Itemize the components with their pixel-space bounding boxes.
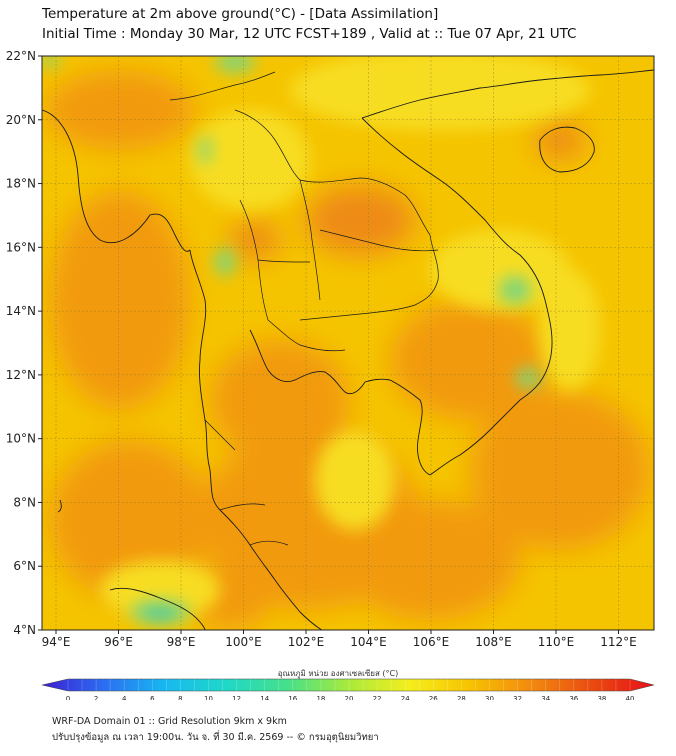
longitude-label: 112°E: [600, 635, 637, 649]
colorbar-tick-label: 10: [204, 695, 213, 700]
longitude-label: 102°E: [288, 635, 325, 649]
coastlines-and-borders: [42, 69, 654, 630]
latitude-label: 12°N: [6, 368, 36, 382]
latitude-label: 10°N: [6, 432, 36, 446]
colorbar-title: อุณหภูมิ หน่วย องศาเซลเซียส (°C): [277, 669, 399, 678]
colorbar-tick-label: 28: [457, 695, 466, 700]
graticule: [42, 56, 654, 630]
latitude-label: 8°N: [13, 495, 36, 509]
colorbar-tick-label: 24: [401, 695, 410, 700]
colorbar-tick-label: 34: [541, 695, 550, 700]
colorbar-tick-label: 18: [316, 695, 325, 700]
latitude-axis: 22°N 20°N 18°N 16°N 14°N 12°N 10°N 8°N 6°N 4°N: [6, 49, 42, 637]
latitude-label: 16°N: [6, 240, 36, 254]
colorbar-tick-label: 40: [626, 695, 635, 700]
latitude-label: 18°N: [6, 177, 36, 191]
longitude-label: 96°E: [104, 635, 133, 649]
colorbar-tick-label: 2: [94, 695, 98, 700]
colorbar-tick-label: 6: [150, 695, 155, 700]
colorbar-tick-label: 16: [288, 695, 297, 700]
latitude-label: 6°N: [13, 559, 36, 573]
longitude-label: 94°E: [42, 635, 71, 649]
colorbar-tick-label: 26: [429, 695, 438, 700]
longitude-label: 100°E: [225, 635, 262, 649]
longitude-label: 98°E: [167, 635, 196, 649]
temperature-field-warm: [45, 70, 650, 630]
colorbar-tick-label: 4: [122, 695, 127, 700]
longitude-axis: 94°E 96°E 98°E 100°E 102°E 104°E 106°E 108°E 110…: [42, 630, 637, 649]
colorbar: 0 2 4 6 8 10 12 14 16 18 20 22 24 26 28 30 32 34 36 38 40: [41, 678, 655, 700]
colorbar-tick-label: 36: [569, 695, 578, 700]
colorbar-tick-label: 14: [260, 695, 269, 700]
longitude-label: 104°E: [350, 635, 387, 649]
temperature-map: 22°N 20°N 18°N 16°N 14°N 12°N 10°N 8°N 6°N 4°N 94…: [6, 49, 655, 700]
colorbar-tick-label: 22: [373, 695, 382, 700]
temperature-field-mild: [100, 56, 600, 620]
colorbar-tick-label: 8: [178, 695, 182, 700]
colorbar-tick-label: 38: [597, 695, 606, 700]
colorbar-tick-label: 0: [66, 695, 70, 700]
province-borders: [169, 71, 439, 546]
longitude-label: 108°E: [475, 635, 512, 649]
colorbar-tick-label: 20: [345, 695, 354, 700]
chart-title: Temperature at 2m above ground(°C) - [Da…: [42, 6, 439, 22]
longitude-label: 106°E: [413, 635, 450, 649]
colorbar-tick-label: 32: [513, 695, 522, 700]
longitude-label: 110°E: [538, 635, 575, 649]
colorbar-tick-label: 30: [485, 695, 494, 700]
footer-update-info: ปรับปรุงข้อมูล ณ เวลา 19:00น. วัน จ. ที่…: [52, 732, 379, 743]
map-border: [41, 55, 655, 631]
latitude-label: 22°N: [6, 49, 36, 63]
temperature-field-cool: [42, 56, 540, 624]
latitude-label: 4°N: [13, 623, 36, 637]
colorbar-tick-label: 12: [232, 695, 241, 700]
latitude-label: 20°N: [6, 113, 36, 127]
chart-subtitle: Initial Time : Monday 30 Mar, 12 UTC FCS…: [42, 26, 577, 42]
latitude-label: 14°N: [6, 304, 36, 318]
footer-model-info: WRF-DA Domain 01 :: Grid Resolution 9km …: [52, 716, 287, 727]
